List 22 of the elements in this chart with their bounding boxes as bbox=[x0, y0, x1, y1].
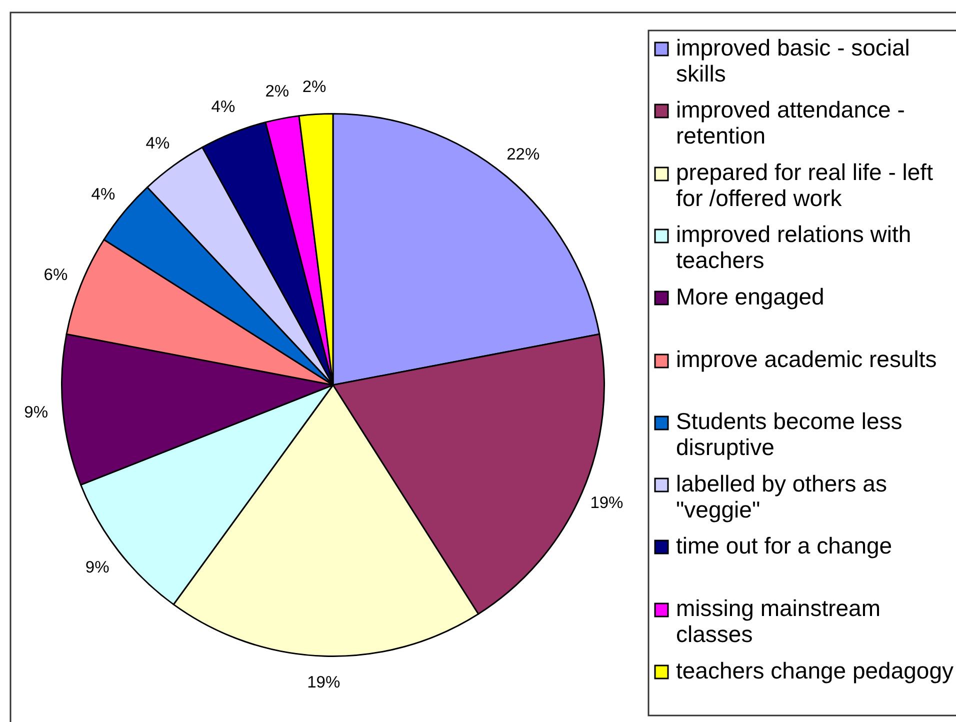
data-label: 2% bbox=[302, 78, 327, 96]
data-label: 19% bbox=[307, 674, 340, 692]
legend-label: improve academic results bbox=[676, 346, 937, 372]
legend-label: improved attendance - retention bbox=[676, 96, 905, 149]
data-label: 9% bbox=[85, 558, 110, 576]
legend-label: teachers change pedagogy bbox=[676, 657, 954, 684]
legend-label: missing mainstream classes bbox=[676, 595, 880, 648]
data-label: 6% bbox=[44, 266, 68, 284]
legend-label: labelled by others as "veggie" bbox=[676, 470, 887, 522]
legend-label: time out for a change bbox=[676, 532, 892, 559]
legend-label: More engaged bbox=[676, 284, 824, 310]
data-label: 4% bbox=[146, 134, 170, 152]
data-label: 22% bbox=[506, 146, 540, 164]
legend-label: improved relations with teachers bbox=[676, 221, 912, 274]
legend-label: prepared for real life - left for /offered work bbox=[676, 158, 934, 211]
data-label: 9% bbox=[24, 404, 48, 422]
data-label: 4% bbox=[91, 185, 116, 204]
legend-label: Students become less disruptive bbox=[676, 408, 902, 460]
data-label: 2% bbox=[265, 82, 290, 101]
data-label: 4% bbox=[211, 98, 236, 116]
data-label: 19% bbox=[590, 494, 624, 512]
legend-label: improved basic - social skills bbox=[676, 34, 910, 86]
